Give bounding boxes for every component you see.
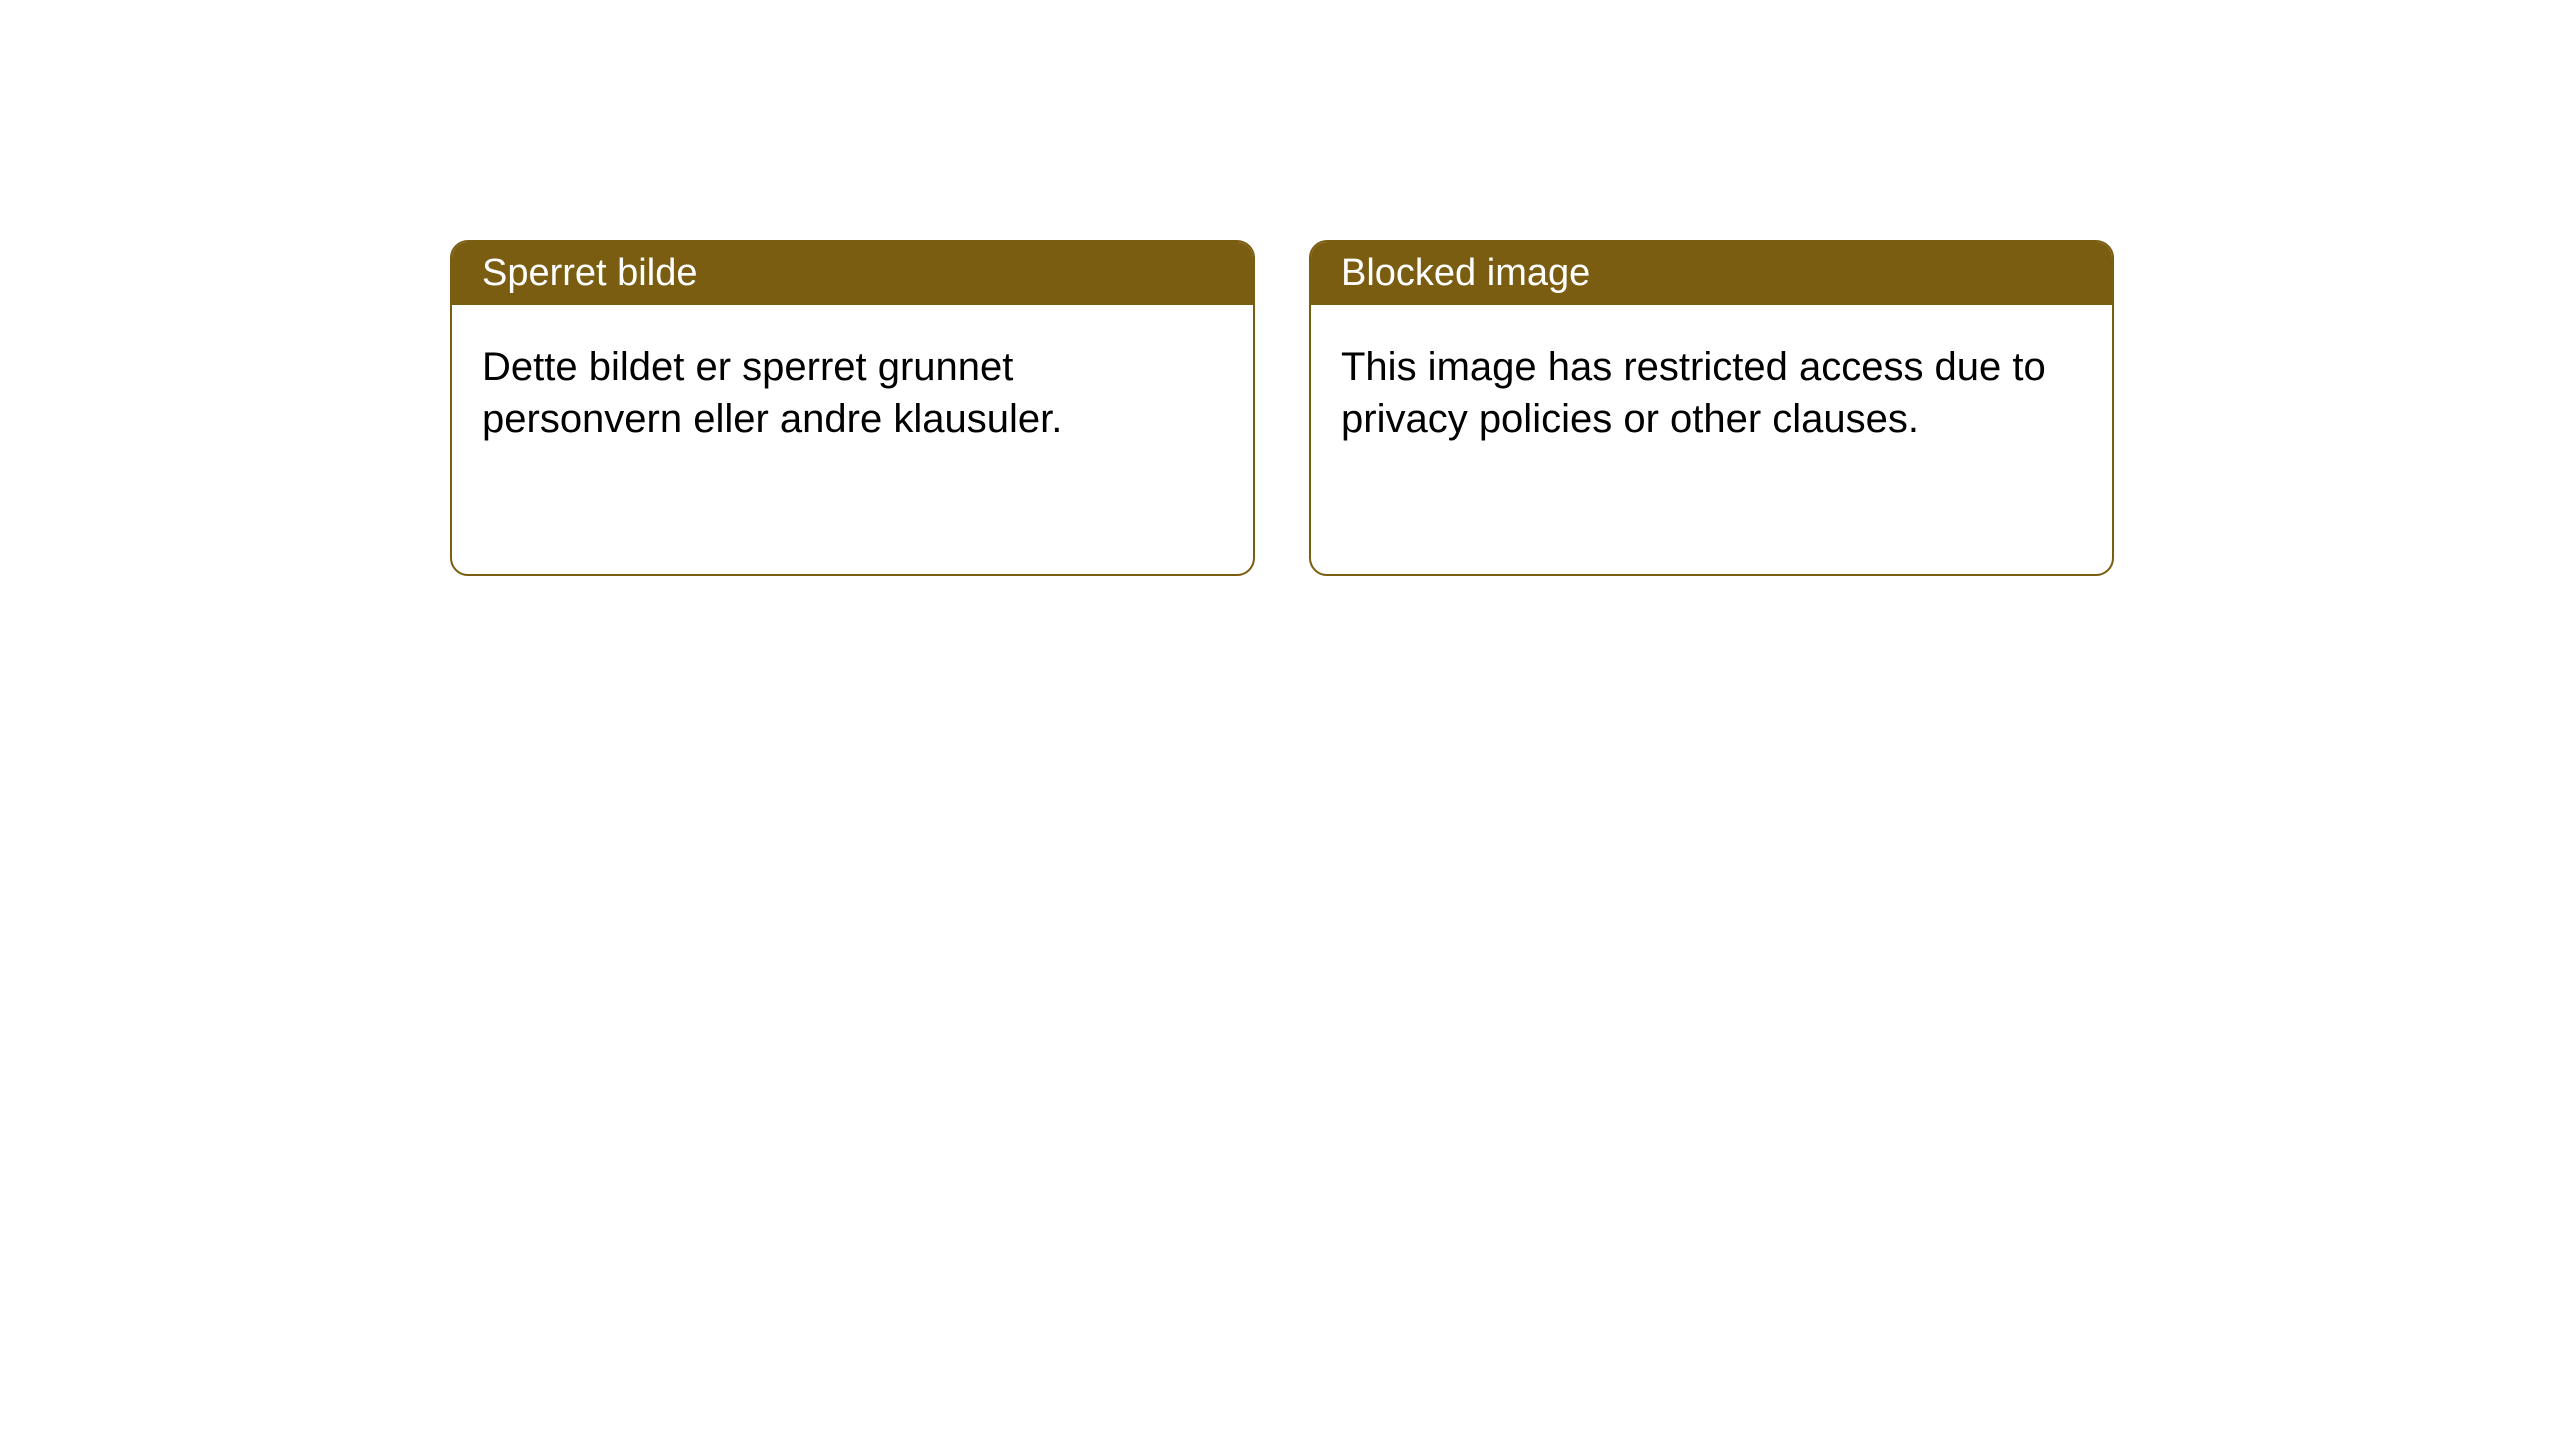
card-body-norwegian: Dette bildet er sperret grunnet personve… <box>452 305 1253 481</box>
blocked-image-cards: Sperret bilde Dette bildet er sperret gr… <box>450 240 2114 576</box>
card-body-english: This image has restricted access due to … <box>1311 305 2112 481</box>
card-title-norwegian: Sperret bilde <box>452 242 1253 305</box>
card-english: Blocked image This image has restricted … <box>1309 240 2114 576</box>
card-norwegian: Sperret bilde Dette bildet er sperret gr… <box>450 240 1255 576</box>
card-title-english: Blocked image <box>1311 242 2112 305</box>
